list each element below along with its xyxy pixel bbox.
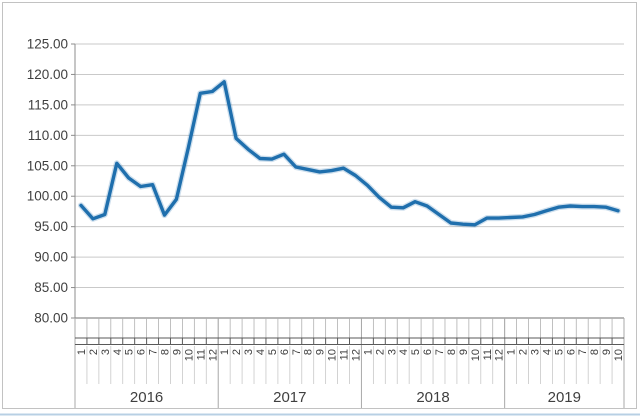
x-axis-month-label: 2: [518, 349, 530, 355]
x-axis-month-label: 3: [100, 349, 112, 355]
x-axis-month-label: 5: [124, 349, 136, 355]
x-axis-year-label: 2019: [548, 389, 581, 406]
y-axis-tick-label: 85.00: [34, 280, 68, 295]
x-axis-month-label: 2: [374, 349, 386, 355]
y-axis-tick-label: 95.00: [34, 219, 68, 234]
y-axis-tick-label: 100.00: [27, 189, 68, 204]
x-axis-month-label: 11: [195, 349, 207, 360]
data-line: [79, 80, 620, 227]
y-axis-tick-label: 80.00: [34, 311, 68, 326]
x-axis-month-label: 6: [136, 349, 148, 355]
x-axis-month-label: 6: [279, 349, 291, 355]
x-axis-month-label: 12: [207, 349, 219, 361]
plot-area: 125.00 120.00 115.00 110.00 105.00 100.00 95.0…: [27, 37, 625, 408]
x-axis-month-label: 2: [231, 349, 243, 355]
x-axis-month-label: 10: [470, 349, 482, 361]
x-axis-month-label: 11: [482, 349, 494, 360]
x-axis-month-label: 5: [267, 349, 279, 355]
x-axis-month-label: 7: [148, 349, 160, 355]
x-axis-month-label: 4: [398, 349, 410, 355]
x-axis-month-label: 10: [613, 349, 625, 361]
x-axis-month-label: 9: [171, 349, 183, 355]
x-axis-month-label: 3: [386, 349, 398, 355]
x-axis-month-label: 11: [339, 349, 351, 360]
x-axis-month-label: 4: [541, 349, 553, 355]
x-axis-month-label: 10: [183, 349, 195, 361]
x-axis-month-label: 5: [553, 349, 565, 355]
chart-frame: [2, 2, 637, 409]
x-axis-month-label: 5: [410, 349, 422, 355]
x-axis-year-label: 2018: [416, 389, 449, 406]
x-axis-month-label: 7: [434, 349, 446, 355]
x-axis-month-label: 1: [362, 349, 374, 355]
x-axis-month-label: 4: [112, 349, 124, 355]
x-axis-year-label: 2016: [130, 389, 163, 406]
y-axis-tick-label: 90.00: [34, 250, 68, 265]
x-axis-month-label: 6: [422, 349, 434, 355]
x-axis-month-label: 3: [243, 349, 255, 355]
y-axis-tick-label: 105.00: [27, 158, 68, 173]
x-axis-month-label: 3: [529, 349, 541, 355]
x-axis-month-label: 8: [589, 349, 601, 355]
y-axis-tick-label: 115.00: [28, 97, 68, 112]
x-axis-month-label: 9: [601, 349, 613, 355]
x-axis-month-label: 6: [565, 349, 577, 355]
x-axis-month-label: 4: [255, 349, 267, 355]
x-axis-month-label: 7: [291, 349, 303, 355]
x-axis-month-label: 9: [315, 349, 327, 355]
x-axis-month-label: 1: [76, 349, 88, 355]
x-axis-month-label: 12: [350, 349, 362, 361]
y-axis-tick-label: 120.00: [27, 67, 68, 82]
y-axis-tick-label: 110.00: [28, 128, 68, 143]
x-axis-month-label: 1: [506, 349, 518, 355]
x-axis-month-label: 12: [494, 349, 506, 361]
x-axis-month-label: 2: [88, 349, 100, 355]
x-axis-month-label: 8: [303, 349, 315, 355]
x-axis-month-label: 1: [219, 349, 231, 355]
x-axis-month-label: 8: [160, 349, 172, 355]
x-axis-year-label: 2017: [273, 389, 306, 406]
x-axis-month-label: 10: [327, 349, 339, 361]
y-axis-tick-label: 125.00: [27, 37, 68, 52]
x-axis-month-label: 7: [577, 349, 589, 355]
x-axis-month-label: 9: [458, 349, 470, 355]
x-axis-month-label: 8: [446, 349, 458, 355]
